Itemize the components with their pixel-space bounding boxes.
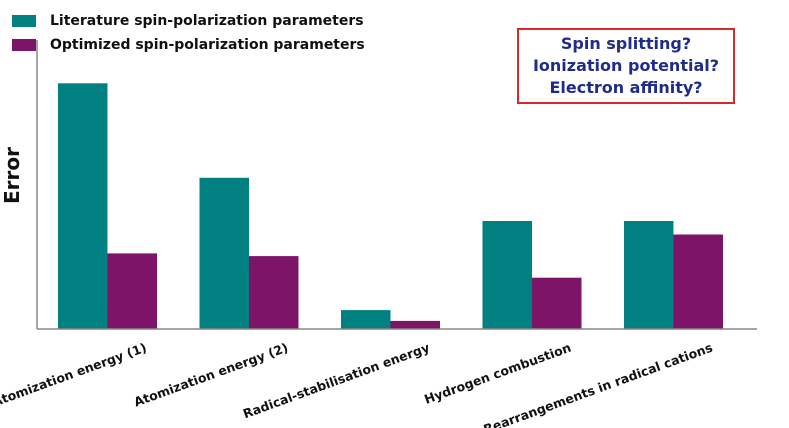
bar-literature-1 xyxy=(199,177,249,329)
bar-literature-0 xyxy=(58,83,108,329)
bar-optimized-3 xyxy=(532,277,582,329)
callout-line-ionization-potential: Ionization potential? xyxy=(532,56,720,75)
legend-item-optimized: Optimized spin-polarization parameters xyxy=(12,36,365,54)
bars-group xyxy=(58,83,723,329)
legend-item-literature: Literature spin-polarization parameters xyxy=(12,12,364,30)
bar-literature-4 xyxy=(624,221,674,329)
legend-swatch-optimized xyxy=(12,39,36,51)
x-tick-label-4: Rearrangements in radical cations xyxy=(481,340,714,428)
x-tick-label-0: Atomization energy (1) xyxy=(0,340,149,410)
legend-label-optimized: Optimized spin-polarization parameters xyxy=(50,37,365,53)
bar-literature-3 xyxy=(482,221,532,329)
bar-literature-2 xyxy=(341,310,391,329)
legend-swatch-literature xyxy=(12,15,36,27)
bar-optimized-2 xyxy=(390,320,440,329)
question-callout-box: Spin splitting? Ionization potential? El… xyxy=(517,28,735,104)
bar-optimized-1 xyxy=(249,256,299,329)
bar-optimized-0 xyxy=(107,253,157,329)
callout-line-electron-affinity: Electron affinity? xyxy=(549,78,703,97)
legend-label-literature: Literature spin-polarization parameters xyxy=(50,13,364,29)
bar-optimized-4 xyxy=(673,234,723,329)
y-axis-label: Error xyxy=(0,147,24,204)
x-tick-labels: Atomization energy (1)Atomization energy… xyxy=(0,340,715,428)
callout-line-spin-splitting: Spin splitting? xyxy=(560,34,692,53)
